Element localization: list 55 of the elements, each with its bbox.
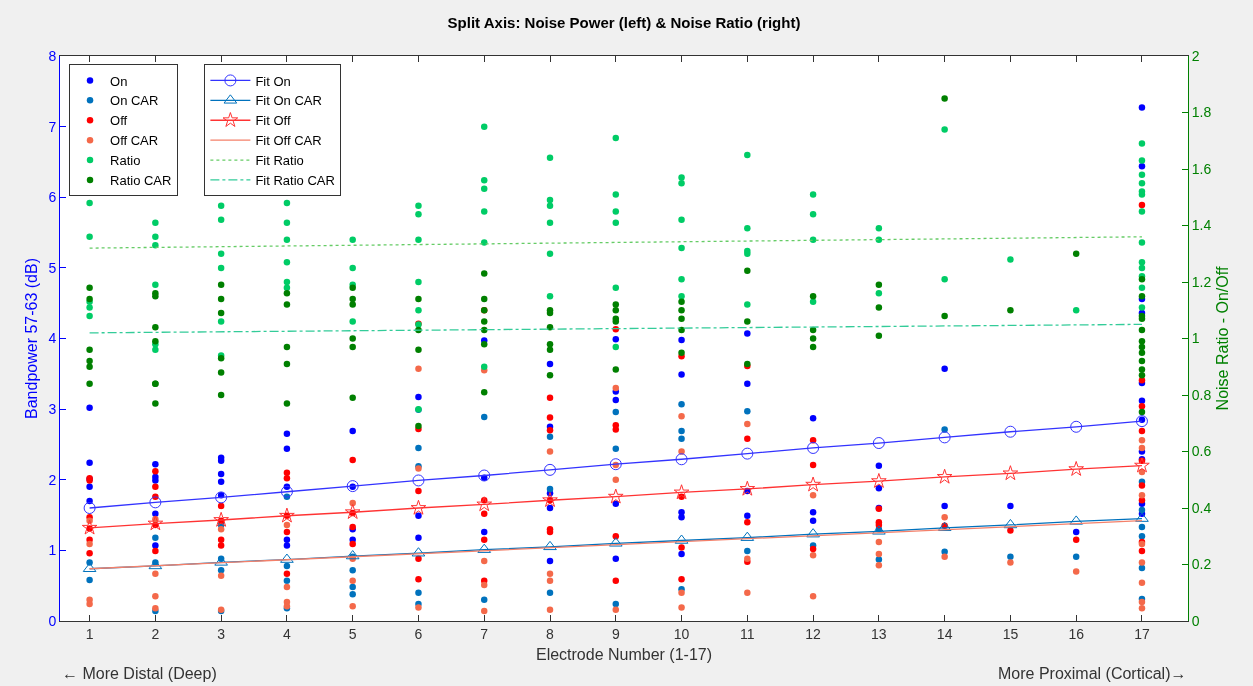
y2-tick-label: 1.2 (1191, 273, 1212, 290)
y2-tick-label: 0.4 (1191, 499, 1212, 516)
y-tick-label: 6 (48, 189, 57, 206)
x-tick-label: 16 (1068, 625, 1085, 642)
x-tick-label: 13 (871, 625, 887, 642)
y-tick-label: 4 (48, 330, 57, 347)
legend-label: Fit Off (255, 113, 291, 129)
y2-axis-title: Noise Ratio - On/Off (1214, 266, 1232, 411)
y-tick-label: 1 (48, 542, 57, 559)
x-tick-label: 10 (673, 625, 690, 642)
x-tick-label: 6 (414, 625, 423, 642)
text: ← More Distal (Deep) (62, 665, 217, 682)
y-tick-label: 3 (48, 401, 57, 418)
x-tick-label: 11 (740, 625, 755, 642)
text: More Proximal (Cortical)→ (998, 665, 1187, 682)
y2-tick-label: 1.6 (1191, 160, 1212, 177)
y2-tick-label: 0 (1191, 612, 1200, 629)
y-tick-label: 7 (48, 118, 57, 135)
legend-label: Off (110, 113, 128, 129)
x-tick-label: 1 (85, 625, 94, 642)
legend-label: Fit Ratio (255, 153, 304, 169)
x-tick-label: 3 (217, 625, 226, 642)
y2-tick-label: 1.4 (1191, 217, 1212, 234)
legend-label: On (110, 73, 128, 89)
legend-label: Fit Ratio CAR (255, 172, 335, 188)
x-tick-label: 5 (348, 625, 357, 642)
x-tick-label: 4 (283, 625, 292, 642)
y2-tick-label: 2 (1191, 47, 1200, 64)
x-tick-label: 8 (546, 625, 555, 642)
x-tick-label: 17 (1134, 625, 1150, 642)
y2-tick-label: 1 (1191, 330, 1200, 347)
x-tick-label: 2 (151, 625, 160, 642)
x-tick-label: 14 (936, 625, 953, 642)
y-tick-label: 0 (48, 612, 57, 629)
y2-tick-label: 0.2 (1191, 556, 1212, 573)
y2-tick-label: 0.8 (1191, 386, 1212, 403)
y-tick-label: 8 (48, 47, 57, 64)
y-axis-title: Bandpower 57-63 (dB) (23, 258, 41, 419)
legend-label: Ratio (110, 153, 141, 169)
y-tick-label: 2 (48, 471, 57, 488)
y2-tick-label: 0.6 (1191, 443, 1212, 460)
legend-label: Fit Off CAR (255, 133, 322, 149)
x-axis-title: Electrode Number (1-17) (535, 646, 713, 664)
legend-label: Fit On CAR (255, 93, 322, 109)
x-tick-label: 15 (1002, 625, 1019, 642)
x-tick-label: 9 (611, 625, 620, 642)
legend-label: Ratio CAR (110, 172, 172, 188)
x-tick-label: 7 (480, 625, 489, 642)
legend-label: On CAR (110, 93, 159, 109)
legend-label: Fit On (255, 73, 291, 89)
y2-tick-label: 1.8 (1191, 104, 1212, 121)
y-tick-label: 5 (48, 259, 57, 276)
x-tick-label: 12 (805, 625, 822, 642)
legend-label: Off CAR (110, 133, 159, 149)
chart-title: Split Axis: Noise Power (left) & Noise Ratio (right) (447, 13, 801, 31)
